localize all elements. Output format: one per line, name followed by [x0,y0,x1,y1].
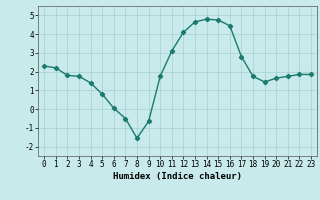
X-axis label: Humidex (Indice chaleur): Humidex (Indice chaleur) [113,172,242,181]
